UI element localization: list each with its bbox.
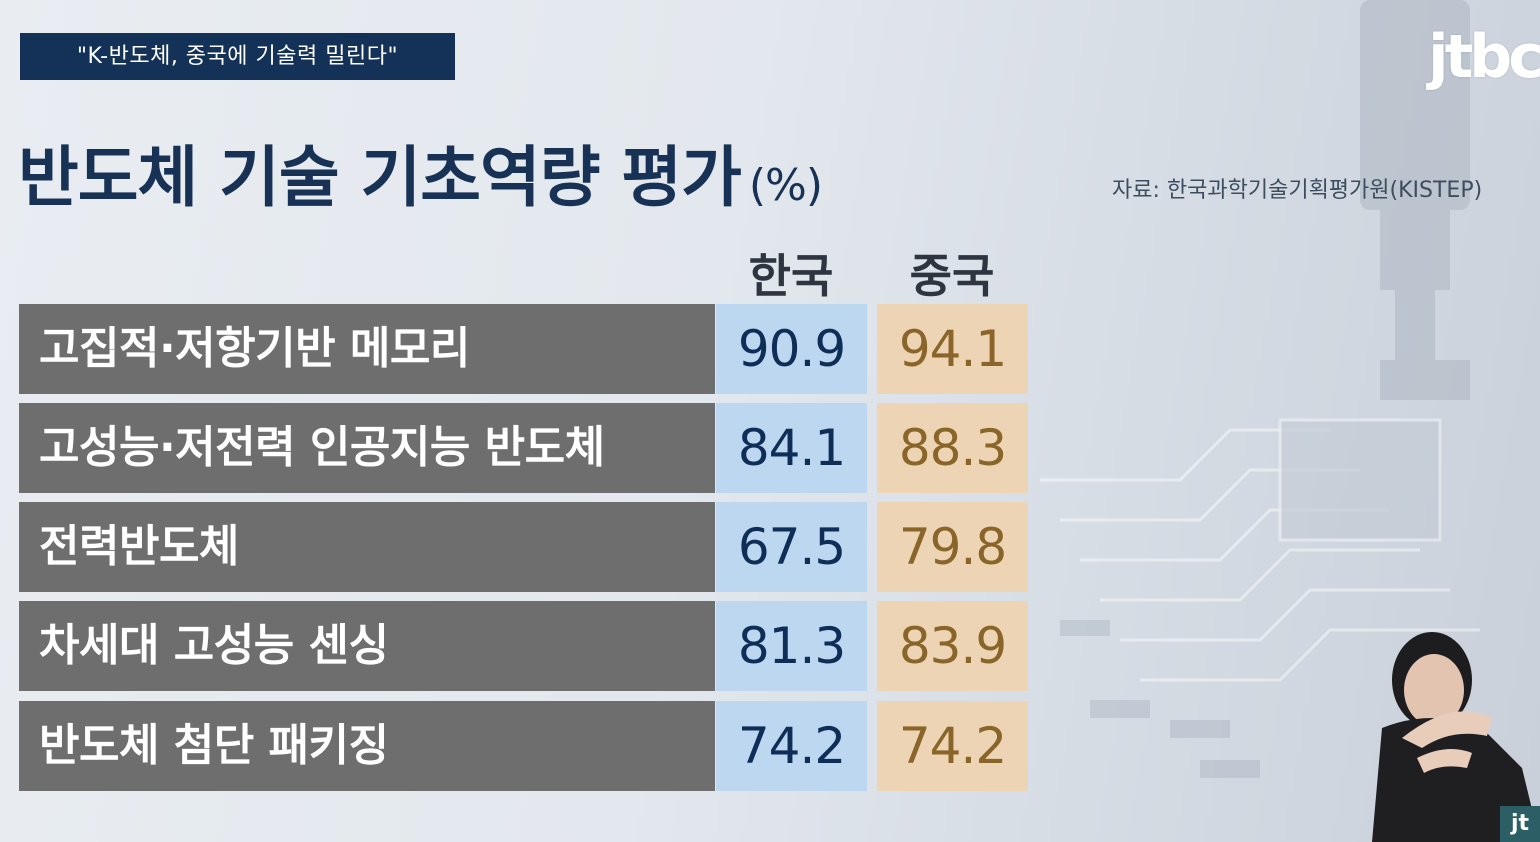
row-label-sensing: 차세대 고성능 센싱	[19, 601, 715, 691]
row-label-memory: 고집적·저항기반 메모리	[19, 304, 715, 394]
cell-korea-sensing: 81.3	[716, 601, 867, 691]
title-text: 반도체 기술 기초역량 평가	[18, 139, 742, 216]
row-label-ai-chip: 고성능·저전력 인공지능 반도체	[19, 403, 715, 493]
news-tag-banner: "K-반도체, 중국에 기술력 밀린다"	[20, 33, 455, 80]
row-label-packaging: 반도체 첨단 패키징	[19, 701, 715, 791]
page-title: 반도체 기술 기초역량 평가 (%)	[18, 124, 823, 220]
row-label-power-chip: 전력반도체	[19, 502, 715, 592]
corner-channel-logo: jt	[1500, 806, 1540, 842]
cell-china-ai-chip: 88.3	[877, 403, 1028, 493]
cell-korea-packaging: 74.2	[716, 701, 867, 791]
cell-korea-power-chip: 67.5	[716, 502, 867, 592]
cell-china-packaging: 74.2	[877, 701, 1028, 791]
cell-china-power-chip: 79.8	[877, 502, 1028, 592]
source-note: 자료: 한국과학기술기획평가원(KISTEP)	[1112, 178, 1483, 203]
jtbc-logo: jtbc	[1428, 22, 1540, 92]
column-header-korea: 한국	[748, 249, 834, 303]
circuit-board-background	[1040, 0, 1480, 778]
cell-china-sensing: 83.9	[877, 601, 1028, 691]
title-unit: (%)	[748, 160, 823, 211]
cell-china-memory: 94.1	[877, 304, 1028, 394]
cell-korea-ai-chip: 84.1	[716, 403, 867, 493]
sign-language-interpreter-image	[1372, 632, 1540, 842]
cell-korea-memory: 90.9	[716, 304, 867, 394]
column-header-china: 중국	[909, 249, 995, 303]
